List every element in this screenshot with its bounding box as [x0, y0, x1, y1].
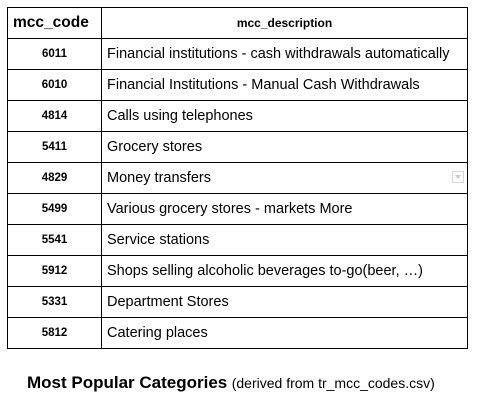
mcc-code-cell: 6010 [7, 69, 102, 101]
mcc-description-cell: Service stations [101, 224, 468, 256]
mcc-description-cell: Shops selling alcoholic beverages to-go(… [101, 255, 468, 287]
mcc-description-cell: Various grocery stores - markets More [101, 193, 468, 225]
mcc-code-cell: 5331 [7, 286, 102, 318]
table-row: 5541 Service stations [7, 224, 468, 256]
mcc-code-cell: 5499 [7, 193, 102, 225]
mcc-description-cell: Grocery stores [101, 131, 468, 163]
mcc-code-cell: 4829 [7, 162, 102, 194]
column-header-mcc-description: mcc_description [101, 7, 468, 39]
table-row: 5499 Various grocery stores - markets Mo… [7, 193, 468, 225]
table-row: 4814 Calls using telephones [7, 100, 468, 132]
mcc-description-cell: Financial Institutions - Manual Cash Wit… [101, 69, 468, 101]
mcc-code-cell: 6011 [7, 38, 102, 70]
table-row: 5331 Department Stores [7, 286, 468, 318]
table-row: 5912 Shops selling alcoholic beverages t… [7, 255, 468, 287]
mcc-code-cell: 5912 [7, 255, 102, 287]
mcc-description-cell: Calls using telephones [101, 100, 468, 132]
mcc-description-cell: Catering places [101, 317, 468, 349]
column-header-mcc-code: mcc_code [7, 7, 102, 39]
mcc-code-cell: 4814 [7, 100, 102, 132]
chevron-down-icon[interactable] [452, 171, 464, 183]
table-row: 5812 Catering places [7, 317, 468, 349]
caption-note: (derived from tr_mcc_codes.csv) [231, 375, 435, 391]
table-row: 6010 Financial Institutions - Manual Cas… [7, 69, 468, 101]
mcc-description-text: Money transfers [107, 170, 211, 186]
mcc-description-cell: Department Stores [101, 286, 468, 318]
caption-title: Most Popular Categories [27, 373, 228, 392]
mcc-table: mcc_code mcc_description 6011 Financial … [7, 7, 468, 349]
table-row: 6011 Financial institutions - cash withd… [7, 38, 468, 70]
table-row: 5411 Grocery stores [7, 131, 468, 163]
mcc-description-cell: Money transfers [101, 162, 468, 194]
table-row: 4829 Money transfers [7, 162, 468, 194]
mcc-code-cell: 5541 [7, 224, 102, 256]
table-header-row: mcc_code mcc_description [7, 7, 468, 39]
table-caption: Most Popular Categories (derived from tr… [27, 373, 435, 393]
mcc-code-cell: 5812 [7, 317, 102, 349]
mcc-description-cell: Financial institutions - cash withdrawal… [101, 38, 468, 70]
mcc-code-cell: 5411 [7, 131, 102, 163]
